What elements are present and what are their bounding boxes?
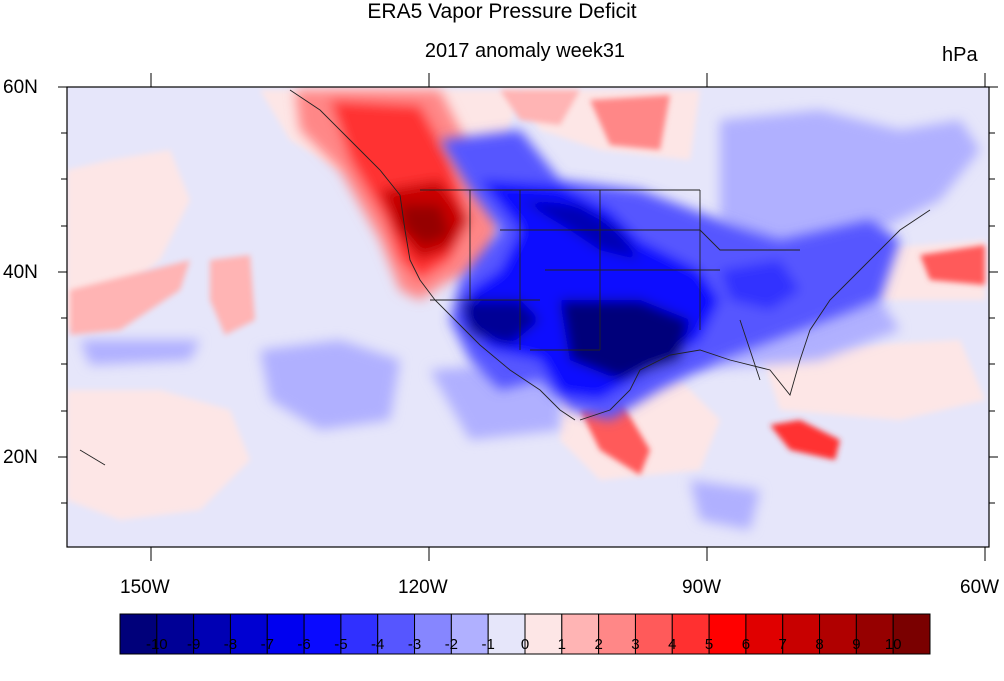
colorbar-tick-label: 5 [704, 636, 714, 653]
lon-label-90w: 90W [682, 577, 722, 598]
colorbar-tick-label: -5 [334, 636, 348, 653]
lat-label-40n: 40N [3, 262, 38, 283]
colorbar-tick-label: -4 [371, 636, 385, 653]
colorbar-swatch [524, 613, 563, 655]
colorbar-swatch [819, 613, 857, 655]
units-label: hPa [942, 44, 978, 66]
colorbar-tick-label: 9 [852, 636, 861, 653]
colorbar-swatch [855, 613, 894, 655]
colorbar-tick-label: 10 [884, 636, 902, 653]
colorbar-tick-label: -2 [444, 636, 459, 653]
colorbar-swatch [708, 613, 747, 655]
colorbar-tick-label: 6 [741, 636, 751, 653]
colorbar-tick-label: 7 [778, 636, 787, 653]
colorbar-tick-label: 8 [815, 636, 824, 653]
colorbar-tick-label: 0 [520, 636, 530, 653]
colorbar-tick-label: 3 [631, 636, 640, 653]
colorbar-swatch [782, 613, 821, 655]
colorbar-tick-label: -6 [297, 636, 311, 653]
colorbar-swatch [634, 613, 673, 655]
coastlines [79, 89, 931, 466]
colorbar-swatch [745, 613, 784, 655]
colorbar-tick-label: -1 [481, 636, 495, 653]
colorbar-swatch [892, 613, 931, 655]
colorbar-tick-label: 2 [594, 636, 603, 653]
colorbar-swatch [340, 613, 379, 655]
colorbar-tick-label: -3 [407, 636, 422, 653]
plot-title: ERA5 Vapor Pressure Deficit [367, 0, 637, 23]
colorbar-swatch [193, 613, 231, 655]
colorbar-swatch [414, 613, 452, 655]
plot-subtitle: 2017 anomaly week31 [424, 40, 626, 62]
other-positive-anomalies [70, 90, 985, 475]
map-frame [66, 86, 990, 548]
colorbar-swatch [377, 613, 416, 655]
colorbar-tick-label: 1 [557, 636, 566, 653]
colorbar-swatch [561, 613, 600, 655]
colorbar [119, 613, 931, 655]
lon-label-60w: 60W [960, 577, 1000, 598]
colorbar-tick-label: -7 [260, 636, 274, 653]
colorbar-tick-label: -8 [223, 636, 238, 653]
lon-label-150w: 150W [120, 577, 170, 598]
colorbar-swatch [119, 613, 158, 655]
lat-label-60n: 60N [3, 77, 38, 98]
lat-label-20n: 20N [3, 447, 38, 468]
colorbar-tick-label: -9 [186, 636, 201, 653]
central-negative-anomaly [440, 130, 900, 420]
lon-label-120w: 120W [398, 577, 448, 598]
colorbar-tick-label: -10 [145, 636, 168, 653]
map-field [67, 87, 989, 547]
colorbar-swatch [229, 613, 268, 655]
colorbar-swatch [450, 613, 489, 655]
colorbar-swatch [156, 613, 195, 655]
colorbar-swatch [598, 613, 636, 655]
colorbar-tick-label: 4 [668, 636, 677, 653]
colorbar-swatch [266, 613, 305, 655]
axis-ticks [58, 73, 998, 561]
colorbar-swatch [671, 613, 710, 655]
